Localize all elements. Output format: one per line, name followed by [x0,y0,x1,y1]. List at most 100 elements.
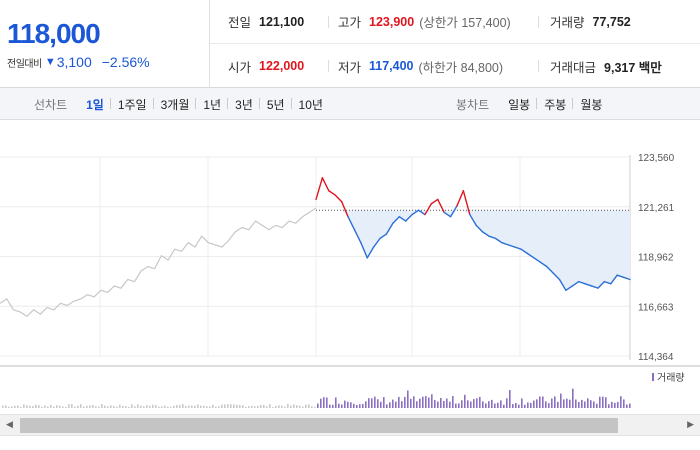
volume-bar [119,404,121,408]
volume-bar [227,404,229,408]
today-line-segment [603,280,612,285]
volume-bar [488,401,490,408]
volume-bar [605,397,607,408]
volume-bar [503,404,505,408]
volume-bar [5,405,7,408]
volume-bar [20,406,22,408]
volume-bar [434,400,436,408]
y-tick-label: 114,364 [638,352,674,363]
quote-header: 118,000 전일대비 ▼ 3,100 −2.56% 전일 121,100 고… [0,0,700,88]
change-label: 전일대비 [7,58,42,70]
current-price: 118,000 [7,18,101,49]
volume-bar [422,396,424,408]
volume-bar [386,404,388,408]
today-line-segment [616,274,625,279]
scroll-right-icon[interactable]: ▶ [687,419,694,429]
quote-stats: 전일 121,100 고가 123,900 (상한가 157,400) 거래량 … [210,0,700,88]
volume-bar [194,405,196,408]
volume-bar [509,390,511,408]
volume-bar [41,406,43,408]
volume-bar [602,396,604,408]
volume-bar [377,399,379,408]
lower-limit: (하한가 84,800) [418,60,504,75]
volume-bar [71,404,73,408]
today-line-segment [507,244,516,248]
high-value: 123,900 [369,14,415,29]
stats-row-1: 전일 121,100 고가 123,900 (상한가 157,400) 거래량 … [210,0,700,44]
volume-label: 거래량 [550,16,585,30]
volume-bar [512,404,514,408]
volume-bar [131,404,133,408]
volume-bar [242,405,244,408]
volume-bar [587,398,589,408]
volume-bar [608,404,610,408]
period-1w[interactable]: 1주일 [109,96,154,113]
today-line-segment [417,209,426,216]
volume-bar [11,406,13,408]
period-1d[interactable]: 1일 [86,97,104,112]
candle-weekly[interactable]: 주봉 [536,96,573,113]
volume-bar [140,405,142,408]
volume-bar [89,405,91,408]
y-axis: 123,560 121,261 118,962 116,663 114,364 [638,153,675,363]
volume-bar [515,402,517,408]
volume-bar [440,397,442,408]
today-line-segment [353,229,362,244]
chart-toolbar: 선차트 1일 1주일 3개월 1년 3년 5년 10년 봉차트 일봉 주봉 월봉 [0,88,700,120]
volume-bar [368,398,370,408]
volume-bar [404,396,406,408]
period-5y[interactable]: 5년 [258,96,292,113]
today-line-segment [398,216,407,222]
period-10y[interactable]: 10년 [290,96,330,113]
volume-bar [563,399,565,408]
today-line-segment [565,285,574,292]
volume-bar [35,404,37,408]
volume-bar [329,404,331,408]
volume-bar [446,398,448,408]
today-line-segment [481,231,490,237]
volume-bar [74,406,76,408]
volume-bar [323,397,325,408]
volume-bar [47,406,49,408]
candle-daily[interactable]: 일봉 [508,97,531,112]
volume-bar [551,398,553,408]
volume-bar [428,397,430,408]
volume-bar [479,396,481,408]
volume-bar [335,397,337,408]
period-3m[interactable]: 3개월 [152,96,197,113]
open-value: 122,000 [259,59,305,73]
volume-bar [374,396,376,408]
y-tick-label: 123,560 [638,153,675,164]
volume-bar [56,405,58,408]
scroll-thumb[interactable] [20,418,618,433]
upper-limit: (상한가 157,400) [419,16,511,30]
today-line-segment [513,246,522,250]
below-prev-close-fill [316,210,630,291]
volume-bar [380,401,382,408]
volume-bar [530,402,532,408]
volume-bar [626,404,628,408]
volume-bar [77,405,79,408]
today-line-segment [488,235,497,240]
volume-bar [338,403,340,408]
trade-amount: 거래대금 9,317 백만 [550,57,662,76]
volume-bar [287,404,289,408]
candle-monthly[interactable]: 월봉 [572,96,609,113]
today-line-segment [520,248,529,255]
today-line-segment [411,209,420,216]
volume-bar [461,400,463,408]
volume-bar [257,405,259,408]
scroll-left-icon[interactable]: ◀ [6,419,13,429]
period-1y[interactable]: 1년 [195,96,228,113]
volume-bar [596,403,598,408]
volume-bar [107,406,109,408]
volume-bar [50,404,52,408]
volume-bar [359,404,361,408]
volume-bar [482,401,484,408]
period-3y[interactable]: 3년 [227,96,260,113]
volume-bar [281,405,283,408]
volume-bar [521,398,523,408]
volume-bar [290,405,292,408]
chart-scrollbar[interactable]: ◀ ▶ [0,414,700,436]
